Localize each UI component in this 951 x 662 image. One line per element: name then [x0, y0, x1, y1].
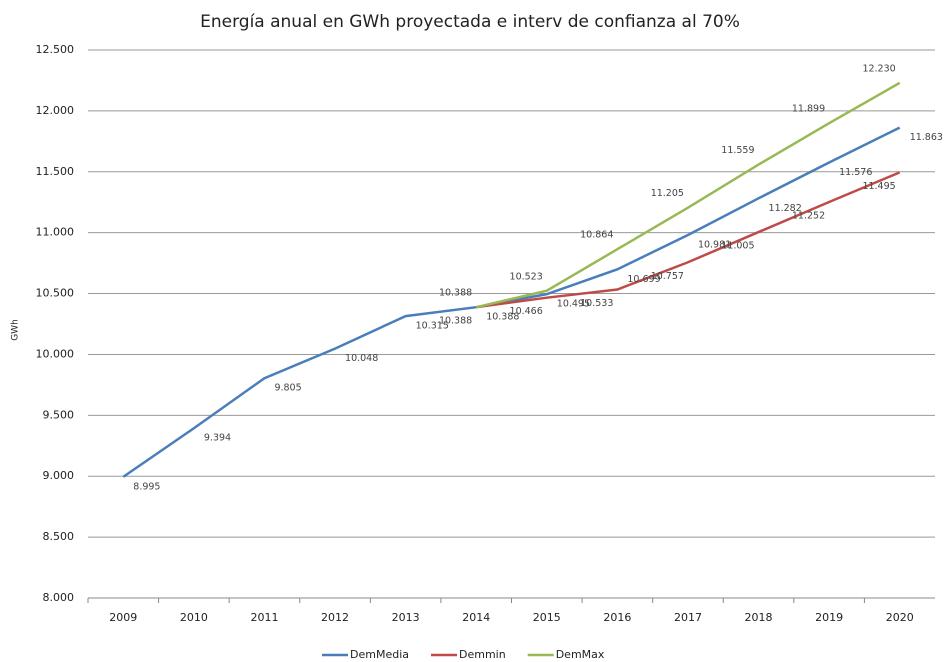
data-label: 10.388	[439, 288, 472, 299]
y-tick-label: 9.000	[43, 469, 75, 482]
data-label: 8.995	[133, 481, 160, 492]
data-label: 10.533	[580, 298, 613, 309]
legend-label: DemMedia	[350, 648, 409, 661]
y-tick-label: 10.000	[36, 347, 75, 360]
data-label: 11.863	[910, 132, 943, 143]
x-tick-label: 2011	[250, 611, 278, 624]
y-tick-label: 10.500	[36, 287, 75, 300]
data-label: 10.495	[557, 299, 590, 310]
legend-label: Demmin	[459, 648, 506, 661]
x-tick-label: 2018	[745, 611, 773, 624]
x-tick-label: 2016	[603, 611, 631, 624]
data-label: 11.576	[839, 167, 872, 178]
y-tick-label: 9.500	[43, 408, 75, 421]
y-axis-title: GWh	[11, 319, 21, 341]
data-label: 12.230	[862, 63, 895, 74]
y-tick-label: 12.000	[36, 104, 75, 117]
data-label: 10.699	[627, 274, 660, 285]
data-label: 10.864	[580, 230, 613, 241]
series-line	[476, 171, 901, 309]
chart-title: Energía anual en GWh proyectada e interv…	[200, 12, 740, 32]
y-tick-label: 8.000	[43, 591, 75, 604]
y-tick-label: 8.500	[43, 530, 75, 543]
x-tick-label: 2017	[674, 611, 702, 624]
y-tick-label: 11.000	[36, 226, 75, 239]
y-tick-label: 12.500	[36, 43, 75, 56]
x-tick-label: 2020	[886, 611, 914, 624]
legend-label: DemMax	[556, 648, 605, 661]
data-label: 10.388	[439, 316, 472, 327]
data-label: 11.252	[792, 210, 825, 221]
data-label: 10.523	[510, 271, 543, 282]
x-tick-label: 2012	[321, 611, 349, 624]
data-label: 11.559	[721, 145, 754, 156]
x-tick-label: 2015	[533, 611, 561, 624]
x-tick-label: 2010	[180, 611, 208, 624]
series-line	[122, 126, 901, 478]
data-label: 10.388	[486, 312, 519, 323]
data-label: 11.005	[721, 241, 754, 252]
data-label: 11.899	[792, 104, 825, 115]
data-label: 10.315	[416, 321, 449, 332]
data-label: 10.981	[698, 239, 731, 250]
data-label: 10.466	[510, 306, 543, 317]
data-label: 11.282	[769, 203, 802, 214]
x-tick-label: 2014	[462, 611, 490, 624]
data-label: 9.805	[274, 383, 301, 394]
series-line	[475, 81, 901, 309]
data-label: 9.394	[204, 433, 231, 444]
data-label: 10.757	[651, 271, 684, 282]
y-tick-label: 11.500	[36, 165, 75, 178]
x-tick-label: 2019	[815, 611, 843, 624]
data-label: 10.048	[345, 353, 378, 364]
data-label: 11.495	[862, 181, 895, 192]
data-label: 11.205	[651, 188, 684, 199]
x-tick-label: 2009	[109, 611, 137, 624]
x-tick-label: 2013	[392, 611, 420, 624]
